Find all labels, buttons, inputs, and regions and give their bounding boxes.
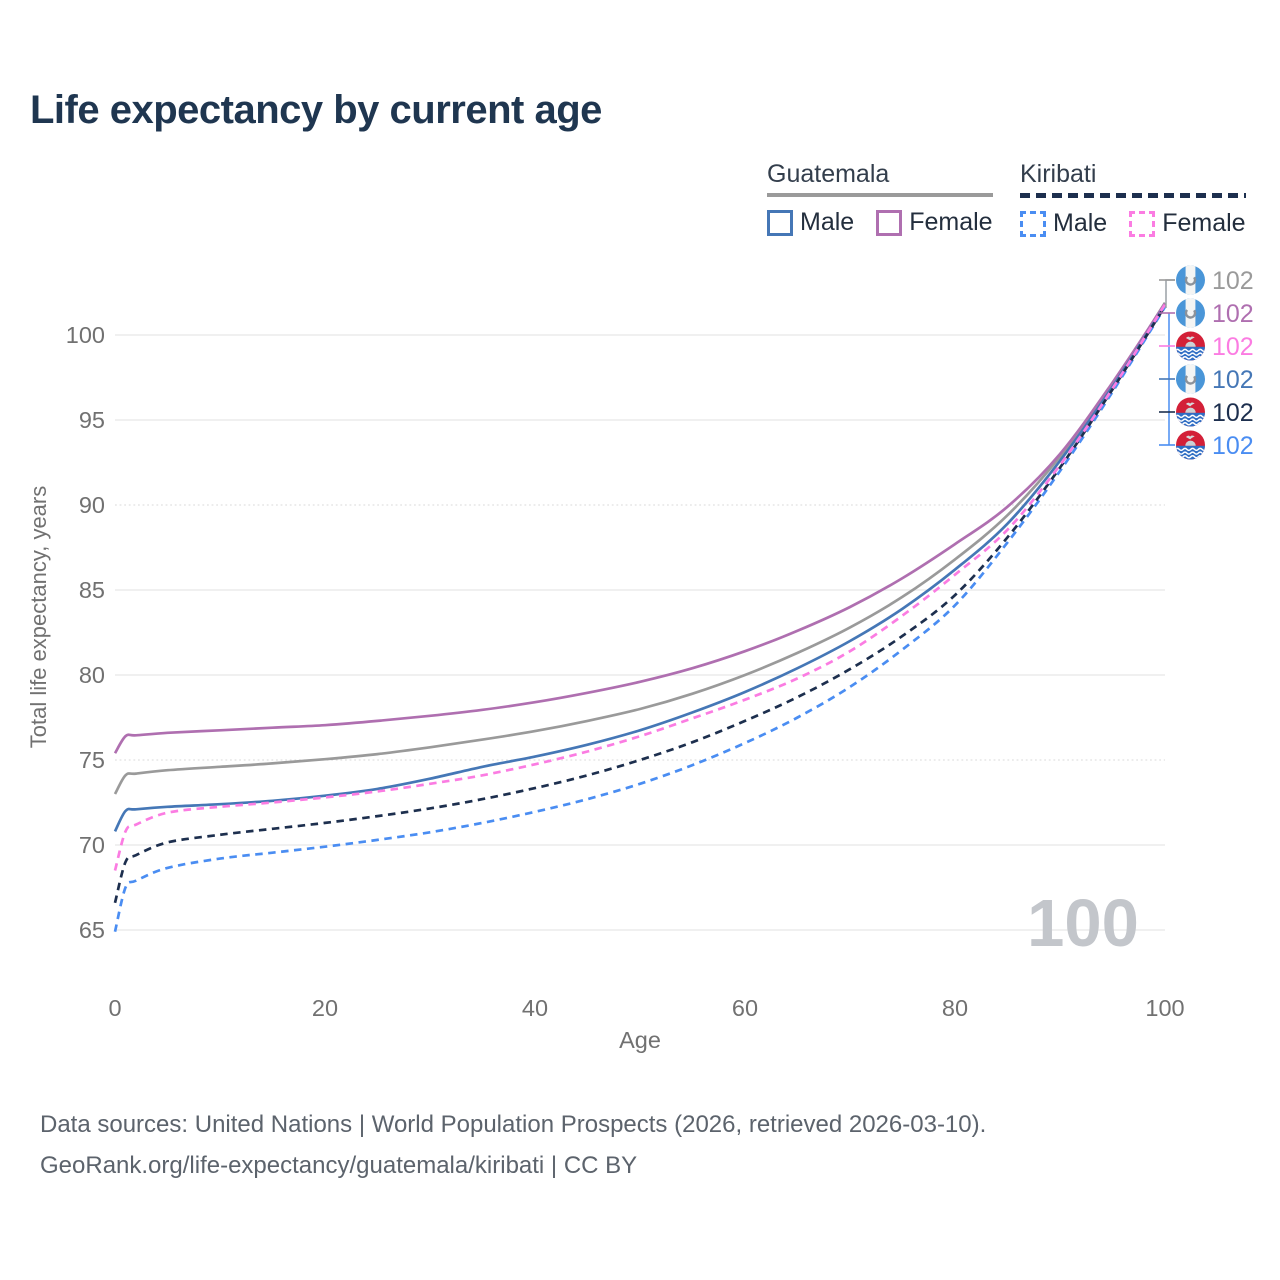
- end-value-label-kiribati-male: 102: [1212, 432, 1254, 460]
- chart-title: Life expectancy by current age: [30, 88, 602, 132]
- legend-country-guatemala[interactable]: Guatemala: [767, 160, 890, 188]
- legend-country-kiribati[interactable]: Kiribati: [1020, 160, 1097, 188]
- end-value-label-guatemala-both: 102: [1212, 267, 1254, 295]
- legend-item-guatemala-female[interactable]: Female: [876, 208, 993, 237]
- callout-connector-gray: [1165, 279, 1175, 308]
- legend-item-guatemala-male[interactable]: Male: [767, 208, 854, 237]
- guatemala-flag-icon: [1176, 265, 1205, 295]
- y-tick-95: 95: [79, 407, 105, 433]
- kiribati-flag-icon: [1176, 331, 1205, 361]
- series-kiribati-both[interactable]: [113, 305, 1167, 904]
- series-guatemala-male[interactable]: [113, 304, 1167, 833]
- x-tick-60: 60: [732, 995, 758, 1021]
- y-tick-70: 70: [79, 832, 105, 858]
- end-value-label-guatemala-male: 102: [1212, 366, 1254, 394]
- y-tick-65: 65: [79, 917, 105, 943]
- x-tick-0: 0: [108, 995, 121, 1021]
- y-tick-85: 85: [79, 577, 105, 603]
- guatemala-flag-icon: [1176, 364, 1205, 394]
- end-value-label-kiribati-both: 102: [1212, 399, 1254, 427]
- kiribati-male-swatch-icon: [1020, 210, 1046, 237]
- footer: Data sources: United Nations | World Pop…: [40, 1104, 986, 1186]
- data-sources-text: Data sources: United Nations | World Pop…: [40, 1111, 987, 1138]
- y-tick-80: 80: [79, 662, 105, 688]
- kiribati-flag-icon: [1176, 397, 1205, 427]
- series-guatemala-female[interactable]: [113, 302, 1167, 754]
- series-guatemala-both[interactable]: [113, 301, 1167, 795]
- x-tick-40: 40: [522, 995, 548, 1021]
- kiribati-flag-icon: [1176, 430, 1205, 460]
- legend-group-kiribati: Kiribati Male Female: [1020, 160, 1246, 238]
- y-tick-75: 75: [79, 747, 105, 773]
- guatemala-line-swatch-icon: [767, 193, 993, 197]
- x-tick-20: 20: [312, 995, 338, 1021]
- end-value-label-kiribati-female: 102: [1212, 333, 1254, 361]
- guatemala-female-swatch-icon: [876, 209, 903, 236]
- legend: Guatemala Male Female Kiribati Male: [0, 0, 1280, 250]
- y-tick-100: 100: [66, 322, 105, 348]
- legend-group-guatemala: Guatemala Male Female: [767, 160, 993, 237]
- y-axis-label: Total life expectancy, years: [26, 486, 51, 749]
- x-tick-80: 80: [942, 995, 968, 1021]
- legend-item-kiribati-male[interactable]: Male: [1020, 209, 1107, 238]
- series-kiribati-male[interactable]: [113, 306, 1167, 933]
- kiribati-line-swatch-icon: [1020, 193, 1246, 198]
- guatemala-flag-icon: [1176, 298, 1205, 328]
- y-tick-90: 90: [79, 492, 105, 518]
- end-value-label-guatemala-female: 102: [1212, 300, 1254, 328]
- attribution-text: GeoRank.org/life-expectancy/guatemala/ki…: [40, 1152, 638, 1179]
- series-kiribati-female[interactable]: [113, 303, 1167, 871]
- legend-item-kiribati-female[interactable]: Female: [1129, 209, 1246, 238]
- age-watermark: 100: [1027, 886, 1139, 961]
- kiribati-female-swatch-icon: [1129, 210, 1156, 237]
- x-axis-label: Age: [619, 1027, 661, 1053]
- x-tick-100: 100: [1145, 995, 1184, 1021]
- guatemala-male-swatch-icon: [767, 209, 793, 236]
